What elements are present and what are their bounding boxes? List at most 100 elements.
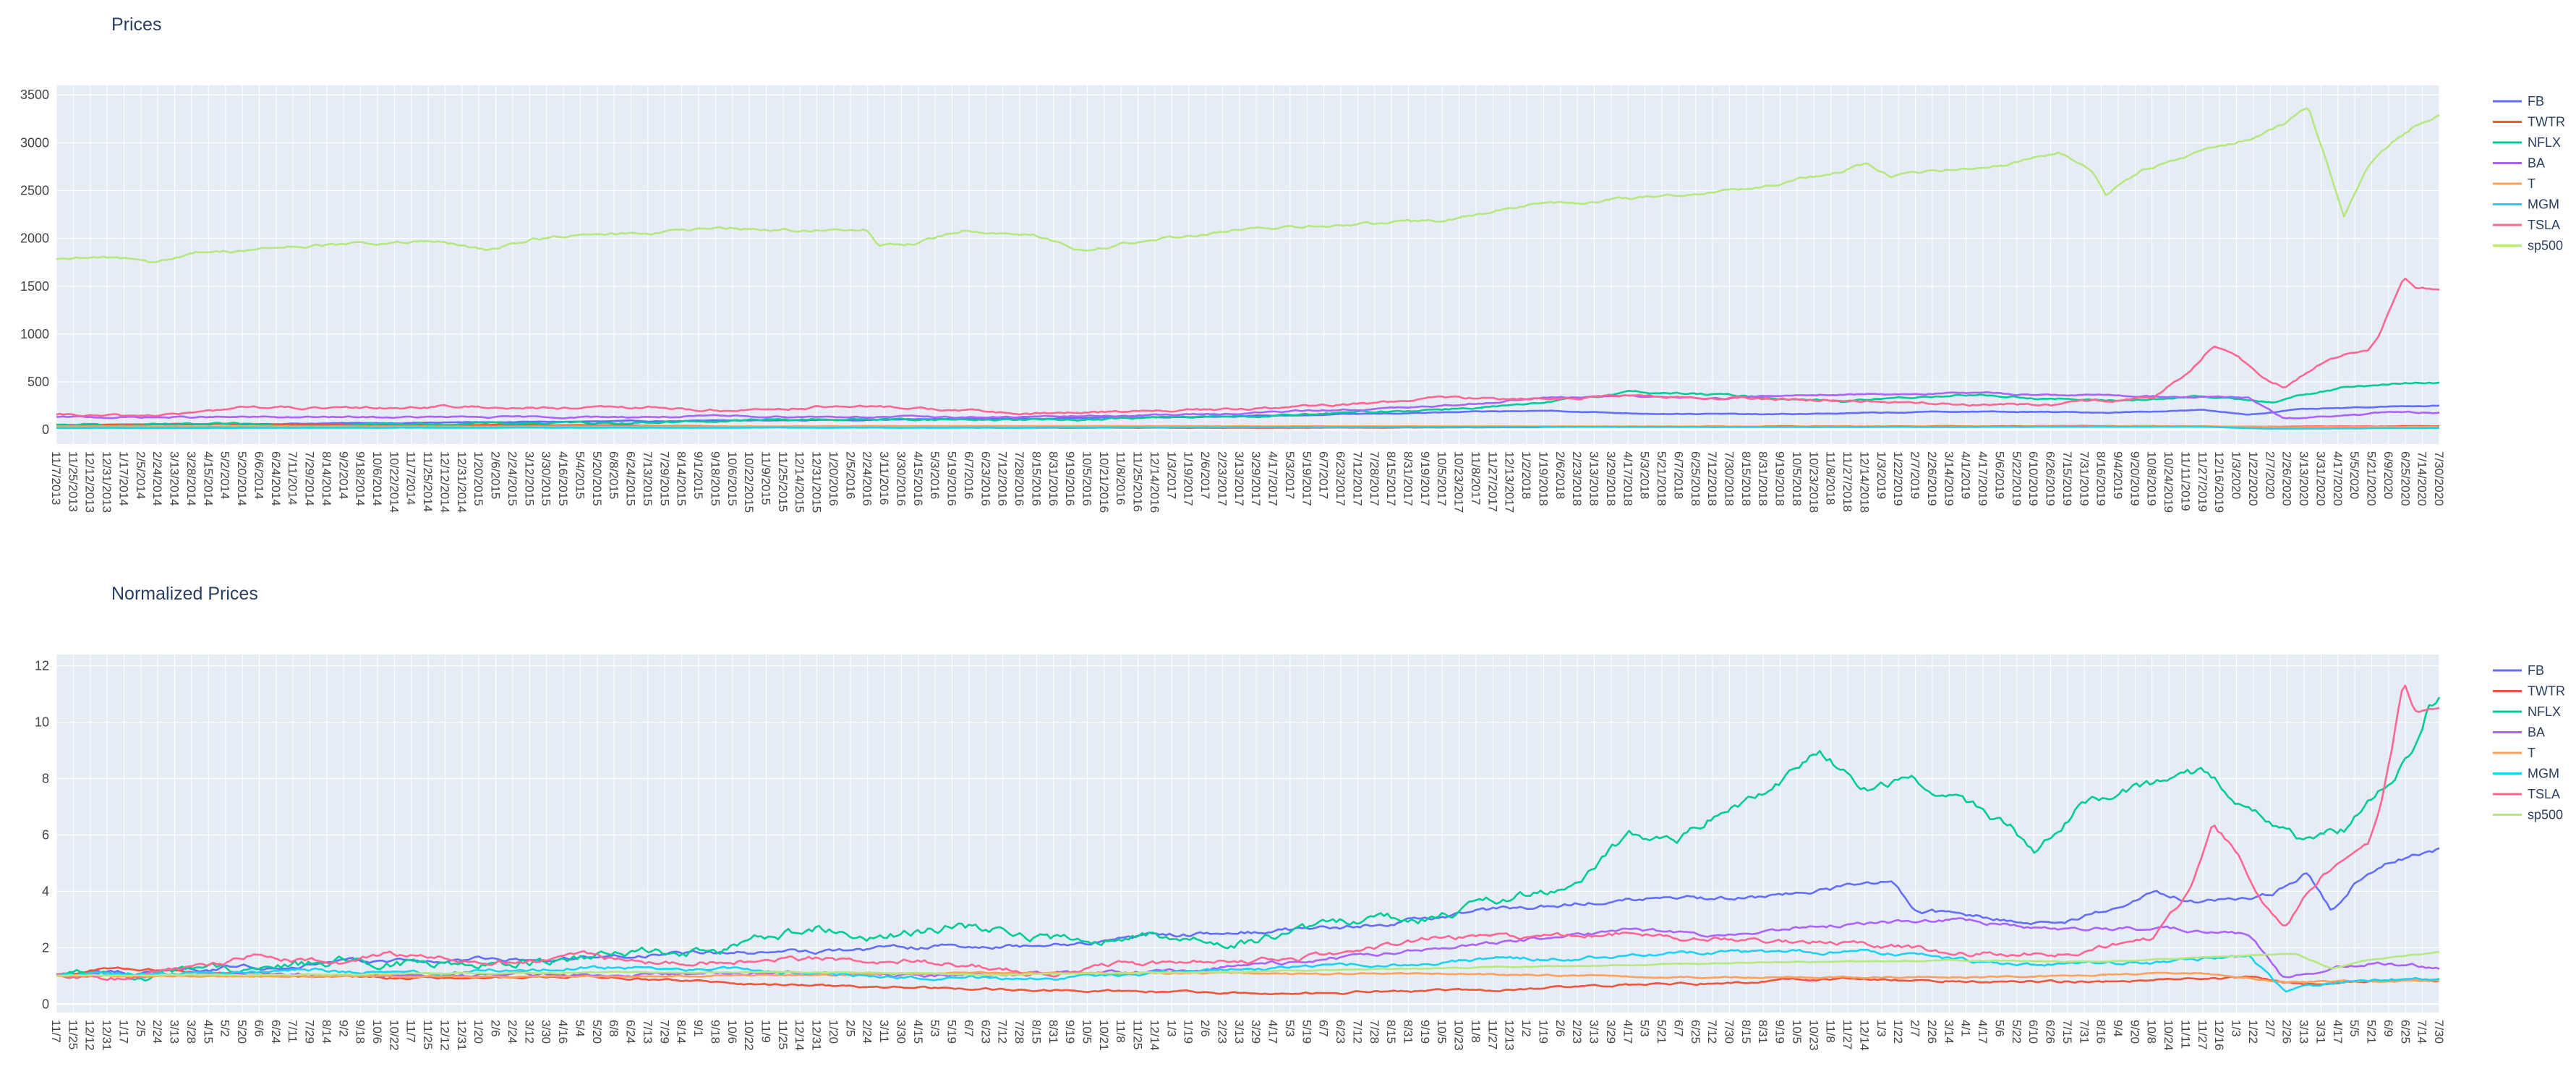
x-tick-label: 9/18/2014 — [354, 451, 367, 506]
x-tick-label: 7/28 — [1012, 1020, 1026, 1044]
plot-area — [56, 655, 2439, 1013]
x-tick-label: 10/23/2018 — [1807, 451, 1820, 513]
x-tick-label: 2/24/2016 — [861, 451, 874, 506]
legend-item-t[interactable]: T — [2493, 746, 2536, 760]
x-tick-label: 10/5 — [1435, 1020, 1449, 1044]
x-tick-label: 1/17/2014 — [116, 451, 130, 506]
x-tick-label: 1/20/2015 — [472, 451, 485, 506]
x-tick-label: 5/3/2017 — [1283, 451, 1297, 499]
x-tick-label: 5/22/2019 — [2010, 451, 2023, 506]
x-tick-label: 5/22 — [2010, 1020, 2023, 1044]
x-tick-label: 6/24/2014 — [269, 451, 283, 506]
x-tick-label: 5/2 — [218, 1020, 232, 1037]
x-tick-label: 12/14 — [1148, 1020, 1161, 1051]
legend-item-ba[interactable]: BA — [2493, 156, 2545, 171]
x-tick-label: 2/6/2015 — [489, 451, 503, 499]
legend-item-fb[interactable]: FB — [2493, 663, 2544, 678]
x-tick-label: 5/20 — [235, 1020, 249, 1044]
x-tick-label: 1/19 — [1536, 1020, 1550, 1044]
x-tick-label: 11/27 — [1485, 1020, 1499, 1049]
x-tick-label: 4/17 — [1266, 1020, 1280, 1044]
series-line-nflx — [56, 381, 2440, 428]
x-tick-label: 5/4/2015 — [573, 451, 587, 499]
x-tick-label: 2/5 — [134, 1020, 148, 1037]
x-tick-label: 6/25 — [2398, 1020, 2412, 1044]
y-tick-label: 6 — [42, 827, 49, 842]
x-tick-label: 11/8 — [1824, 1020, 1838, 1043]
x-tick-label: 7/29/2015 — [657, 451, 671, 506]
legend-item-sp500[interactable]: sp500 — [2493, 808, 2563, 822]
x-tick-label: 7/30/2018 — [1723, 451, 1736, 506]
legend-item-t[interactable]: T — [2493, 176, 2536, 191]
x-tick-label: 7/12 — [1705, 1020, 1719, 1044]
x-tick-label: 12/14 — [1857, 1020, 1871, 1051]
x-tick-label: 4/15 — [911, 1020, 925, 1044]
x-tick-label: 11/7 — [49, 1020, 63, 1043]
x-tick-label: 11/27/2019 — [2196, 451, 2209, 512]
x-tick-label: 3/30/2016 — [894, 451, 908, 506]
legend-item-tsla[interactable]: TSLA — [2493, 787, 2560, 801]
x-tick-label: 11/8/2017 — [1469, 451, 1483, 505]
x-tick-label: 5/21/2018 — [1655, 451, 1668, 506]
x-tick-label: 3/29/2018 — [1604, 451, 1618, 506]
x-tick-label: 8/15 — [1384, 1020, 1398, 1044]
x-tick-label: 8/14 — [320, 1020, 333, 1044]
x-tick-label: 9/19 — [1063, 1020, 1077, 1044]
x-tick-label: 11/11 — [2178, 1020, 2192, 1049]
legend-item-nflx[interactable]: NFLX — [2493, 704, 2561, 719]
x-tick-label: 9/1/2015 — [691, 451, 705, 499]
x-tick-label: 12/31/2015 — [810, 451, 824, 513]
x-tick-label: 2/23 — [1215, 1020, 1229, 1044]
x-tick-label: 10/6/2014 — [370, 451, 384, 506]
y-tick-label: 3000 — [20, 135, 49, 150]
x-tick-label: 9/2/2014 — [336, 451, 350, 499]
legend-item-nflx[interactable]: NFLX — [2493, 135, 2561, 150]
x-tick-label: 10/22/2014 — [387, 451, 401, 513]
x-tick-label: 5/2/2014 — [218, 451, 232, 499]
legend-item-twtr[interactable]: TWTR — [2493, 684, 2565, 699]
x-tick-label: 5/4 — [573, 1020, 587, 1037]
series-line-tsla — [56, 277, 2440, 417]
x-tick-label: 1/19 — [1182, 1020, 1195, 1044]
series-line-twtr — [56, 966, 2440, 995]
normalized-prices-legend[interactable]: FB TWTR NFLX BA T MGM TSLA sp500 — [2493, 663, 2565, 822]
x-tick-label: 4/15/2014 — [201, 451, 215, 506]
x-tick-label: 7/29/2014 — [303, 451, 317, 506]
x-tick-label: 1/3 — [1164, 1020, 1178, 1037]
legend-item-mgm[interactable]: MGM — [2493, 197, 2559, 212]
y-tick-label: 1500 — [20, 279, 49, 294]
x-tick-label: 9/19/2017 — [1418, 451, 1432, 506]
x-tick-label: 1/22/2019 — [1891, 451, 1905, 506]
x-tick-label: 12/14/2016 — [1148, 451, 1161, 513]
prices-legend[interactable]: FB TWTR NFLX BA T MGM TSLA sp500 — [2493, 94, 2565, 253]
x-tick-label: 11/11/2019 — [2178, 451, 2192, 511]
x-tick-label: 12/14 — [793, 1020, 806, 1051]
x-tick-label: 10/21/2016 — [1097, 451, 1111, 513]
legend-item-sp500[interactable]: sp500 — [2493, 239, 2563, 253]
legend-item-twtr[interactable]: TWTR — [2493, 115, 2565, 129]
x-tick-label: 1/2 — [1519, 1020, 1533, 1037]
x-tick-label: 3/13 — [1587, 1020, 1601, 1044]
x-tick-label: 1/3 — [2230, 1020, 2243, 1037]
y-tick-label: 10 — [35, 715, 49, 730]
legend-item-ba[interactable]: BA — [2493, 725, 2545, 740]
x-tick-label: 2/24 — [861, 1020, 874, 1044]
x-tick-label: 12/12 — [83, 1020, 97, 1051]
x-tick-label: 10/6 — [370, 1020, 384, 1044]
x-tick-label: 1/22/2020 — [2246, 451, 2260, 506]
legend-label: TSLA — [2528, 218, 2560, 232]
x-tick-label: 9/19/2018 — [1773, 451, 1787, 506]
x-tick-label: 6/7 — [962, 1020, 976, 1037]
legend-item-mgm[interactable]: MGM — [2493, 767, 2559, 781]
x-tick-label: 4/17 — [1976, 1020, 1989, 1044]
legend-item-fb[interactable]: FB — [2493, 94, 2544, 108]
x-tick-label: 3/14/2019 — [1942, 451, 1956, 506]
x-tick-label: 10/23 — [1807, 1020, 1820, 1051]
y-tick-label: 3500 — [20, 88, 49, 102]
x-tick-label: 2/26/2020 — [2280, 451, 2294, 506]
y-tick-label: 2000 — [20, 231, 49, 246]
x-tick-label: 12/31/2013 — [100, 451, 114, 513]
x-tick-label: 4/17/2019 — [1976, 451, 1989, 506]
legend-item-tsla[interactable]: TSLA — [2493, 218, 2560, 232]
x-tick-label: 5/20/2014 — [235, 451, 249, 506]
